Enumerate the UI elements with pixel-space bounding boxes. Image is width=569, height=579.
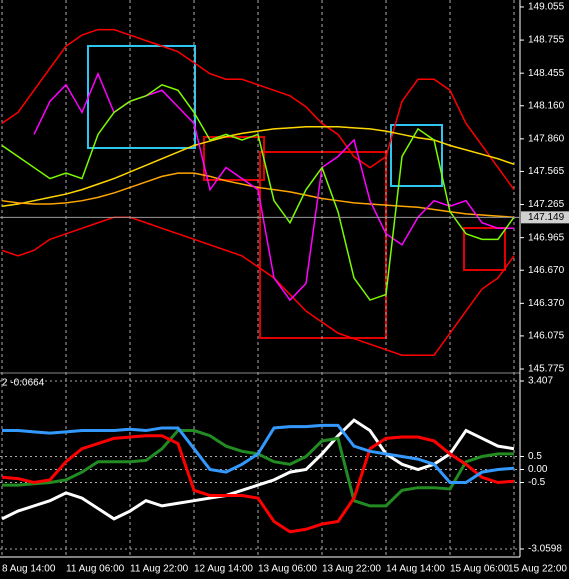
y-tick-label: -3.0598 (528, 544, 562, 555)
y-tick-label: 149.055 (528, 2, 565, 13)
zone-box (390, 124, 443, 187)
x-tick-label: 15 Aug 06:00 (450, 564, 509, 575)
series-line (1, 434, 515, 534)
y-tick-label: 146.370 (528, 298, 565, 309)
y-tick-label: 148.455 (528, 68, 565, 79)
y-tick-label: 3.407 (528, 376, 553, 387)
series-line (1, 83, 515, 301)
y-tick-label: 146.965 (528, 232, 565, 243)
y-tick-label: 148.160 (528, 100, 565, 111)
indicator-title: 2 -0.0664 (2, 378, 45, 389)
series-line (1, 28, 515, 191)
series-line (1, 172, 515, 218)
zone-box (259, 151, 387, 339)
series-line (1, 216, 515, 356)
series-line (1, 418, 515, 521)
x-tick-label: 13 Aug 06:00 (258, 564, 317, 575)
y-tick-label: 145.775 (528, 364, 565, 375)
y-tick-label: 0.00 (528, 464, 548, 475)
y-tick-label: 146.075 (528, 331, 565, 342)
y-tick-label: 0.5 (528, 451, 542, 462)
x-tick-label: 11 Aug 22:00 (130, 564, 189, 575)
y-tick-label: 146.670 (528, 265, 565, 276)
x-tick-label: 12 Aug 14:00 (194, 564, 253, 575)
y-tick-label: 147.265 (528, 199, 565, 210)
series-line (1, 125, 515, 207)
current-price-label: 147.149 (528, 212, 565, 223)
current-price-box (521, 211, 569, 224)
y-tick-label: 148.755 (528, 35, 565, 46)
series-line (2, 423, 515, 484)
x-tick-label: 14 Aug 14:00 (386, 564, 445, 575)
x-tick-label: 13 Aug 22:00 (322, 564, 381, 575)
x-tick-label: 11 Aug 06:00 (66, 564, 125, 575)
y-tick-label: 147.860 (528, 134, 565, 145)
zone-box (463, 227, 506, 271)
x-tick-label: 15 Aug 22:00 (508, 564, 567, 575)
y-tick-label: -0.5 (528, 477, 546, 488)
y-tick-label: 147.565 (528, 166, 565, 177)
x-tick-label: 8 Aug 14:00 (2, 564, 56, 575)
